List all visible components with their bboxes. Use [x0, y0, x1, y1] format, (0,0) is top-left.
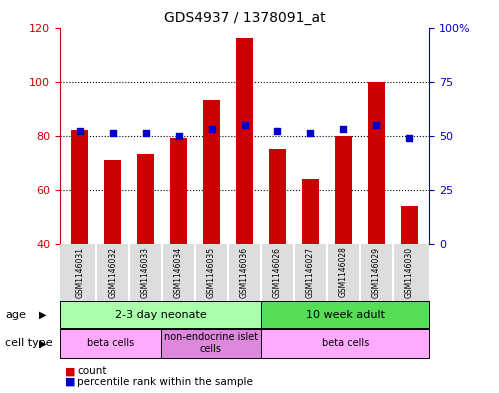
- Text: beta cells: beta cells: [87, 338, 134, 348]
- Text: GSM1146036: GSM1146036: [240, 246, 249, 298]
- Text: GSM1146031: GSM1146031: [75, 246, 84, 298]
- Text: cell type: cell type: [5, 338, 52, 348]
- Point: [405, 134, 413, 141]
- Text: GSM1146030: GSM1146030: [405, 246, 414, 298]
- Text: GSM1146034: GSM1146034: [174, 246, 183, 298]
- Text: count: count: [77, 366, 107, 376]
- Text: beta cells: beta cells: [321, 338, 369, 348]
- Point: [109, 130, 117, 136]
- Text: GSM1146027: GSM1146027: [306, 246, 315, 298]
- Text: GSM1146033: GSM1146033: [141, 246, 150, 298]
- Title: GDS4937 / 1378091_at: GDS4937 / 1378091_at: [164, 11, 325, 25]
- Bar: [302, 179, 319, 244]
- Bar: [170, 138, 187, 244]
- Bar: [401, 206, 418, 244]
- Point: [142, 130, 150, 136]
- Point: [273, 128, 281, 134]
- Text: percentile rank within the sample: percentile rank within the sample: [77, 377, 253, 387]
- Point: [175, 132, 183, 139]
- Text: age: age: [5, 310, 26, 320]
- Bar: [236, 38, 253, 244]
- Point: [208, 126, 216, 132]
- Bar: [137, 154, 154, 244]
- Bar: [368, 81, 385, 244]
- Text: ■: ■: [65, 377, 75, 387]
- Bar: [203, 101, 220, 244]
- Point: [241, 121, 249, 128]
- Point: [339, 126, 347, 132]
- Text: GSM1146028: GSM1146028: [339, 246, 348, 298]
- Text: GSM1146029: GSM1146029: [372, 246, 381, 298]
- Bar: [104, 160, 121, 244]
- Text: 2-3 day neonate: 2-3 day neonate: [115, 310, 207, 320]
- Point: [306, 130, 314, 136]
- Bar: [335, 136, 352, 244]
- Text: GSM1146026: GSM1146026: [273, 246, 282, 298]
- Text: ■: ■: [65, 366, 75, 376]
- Point: [372, 121, 380, 128]
- Text: GSM1146035: GSM1146035: [207, 246, 216, 298]
- Point: [76, 128, 84, 134]
- Bar: [71, 130, 88, 244]
- Text: ▶: ▶: [38, 310, 46, 320]
- Text: non-endocrine islet
cells: non-endocrine islet cells: [164, 332, 258, 354]
- Text: 10 week adult: 10 week adult: [306, 310, 385, 320]
- Text: GSM1146032: GSM1146032: [108, 246, 117, 298]
- Bar: [269, 149, 286, 244]
- Text: ▶: ▶: [38, 338, 46, 348]
